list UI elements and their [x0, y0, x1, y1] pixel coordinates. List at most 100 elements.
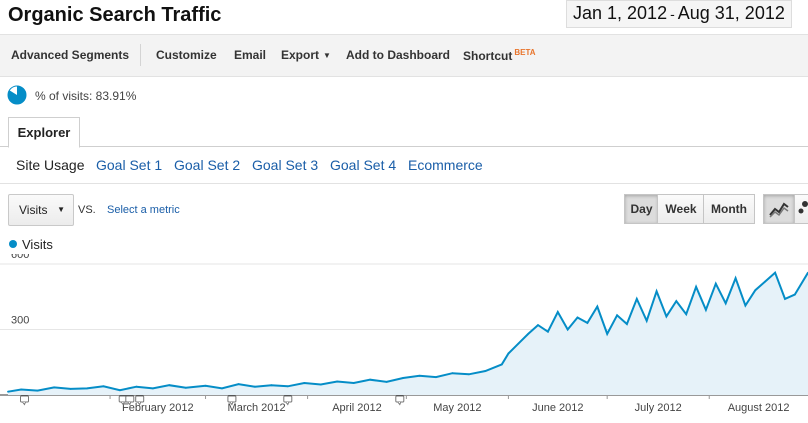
data-point[interactable] — [86, 387, 88, 390]
data-point[interactable] — [168, 384, 171, 387]
data-point[interactable] — [685, 313, 688, 316]
data-point[interactable] — [69, 388, 72, 390]
data-point[interactable] — [20, 388, 23, 391]
data-point[interactable] — [102, 385, 105, 388]
data-point[interactable] — [319, 383, 322, 386]
data-point[interactable] — [774, 271, 776, 274]
data-point[interactable] — [754, 289, 757, 292]
visits-chart: 300 600 February 2012 March 2012 April 2012… — [0, 249, 808, 423]
annotation-icon[interactable] — [20, 395, 29, 406]
data-point[interactable] — [626, 323, 628, 325]
data-point[interactable] — [793, 293, 796, 296]
customize-button[interactable]: Customize — [156, 48, 217, 62]
shortcut-button[interactable]: Shortcut BETA — [463, 48, 536, 63]
annotation-icon[interactable] — [118, 395, 128, 406]
data-point[interactable] — [695, 286, 697, 288]
metric-dropdown-label: Visits — [19, 203, 48, 217]
subnav-goal-set-4[interactable]: Goal Set 4 — [330, 157, 397, 173]
data-point[interactable] — [484, 370, 487, 372]
select-metric-link[interactable]: Select a metric — [107, 204, 180, 216]
data-point[interactable] — [764, 280, 767, 283]
chevron-down-icon: ▼ — [323, 51, 331, 60]
data-point[interactable] — [547, 330, 549, 333]
x-tick-label: February 2012 — [122, 402, 194, 414]
data-point[interactable] — [500, 363, 503, 366]
email-button[interactable]: Email — [234, 48, 267, 62]
annotation-icon[interactable] — [395, 395, 405, 406]
page-title: Organic Search Traffic — [8, 4, 222, 26]
data-point[interactable] — [418, 374, 421, 377]
data-point[interactable] — [576, 316, 579, 319]
metric-dropdown[interactable]: Visits ▼ — [8, 194, 74, 226]
data-point[interactable] — [352, 382, 355, 384]
data-point[interactable] — [369, 378, 371, 381]
data-point[interactable] — [204, 384, 207, 387]
data-point[interactable] — [402, 377, 404, 379]
subnav-goal-set-2[interactable]: Goal Set 2 — [174, 157, 241, 173]
data-point[interactable] — [784, 298, 786, 300]
data-point[interactable] — [237, 383, 240, 385]
day-button[interactable]: Day — [624, 194, 659, 224]
subnav-site-usage[interactable]: Site Usage — [16, 157, 85, 173]
data-point[interactable] — [184, 386, 187, 389]
week-button[interactable]: Week — [657, 194, 705, 224]
data-point[interactable] — [635, 298, 638, 300]
data-point[interactable] — [714, 282, 717, 285]
shortcut-label: Shortcut — [463, 49, 513, 63]
annotation-icon[interactable] — [227, 395, 237, 406]
data-point[interactable] — [724, 302, 727, 305]
data-point[interactable] — [734, 277, 737, 280]
data-point[interactable] — [537, 324, 539, 326]
data-point[interactable] — [435, 376, 437, 378]
data-point[interactable] — [53, 386, 55, 389]
data-point[interactable] — [566, 328, 569, 331]
data-point[interactable] — [152, 387, 154, 390]
data-point[interactable] — [254, 385, 256, 388]
tab-explorer[interactable]: Explorer — [8, 117, 80, 148]
subnav-ecommerce[interactable]: Ecommerce — [408, 157, 483, 173]
data-point[interactable] — [586, 322, 589, 324]
data-point[interactable] — [645, 319, 648, 322]
data-point[interactable] — [616, 314, 618, 317]
data-point[interactable] — [675, 300, 678, 302]
x-tick-label: March 2012 — [228, 402, 286, 414]
data-point[interactable] — [655, 290, 658, 293]
data-point[interactable] — [705, 308, 707, 311]
subnav-goal-set-1[interactable]: Goal Set 1 — [96, 157, 163, 173]
data-point[interactable] — [303, 382, 306, 384]
data-point[interactable] — [270, 384, 273, 387]
data-point[interactable] — [556, 311, 559, 313]
data-point[interactable] — [507, 352, 510, 355]
data-point[interactable] — [135, 385, 138, 388]
data-point[interactable] — [336, 380, 339, 383]
data-point[interactable] — [451, 372, 454, 375]
data-point[interactable] — [119, 389, 121, 392]
annotation-icon[interactable] — [283, 395, 293, 406]
y-tick-label: 300 — [11, 315, 29, 327]
motion-chart-button[interactable] — [794, 194, 808, 224]
scatter-chart-icon — [798, 201, 808, 214]
data-point[interactable] — [7, 390, 9, 393]
advanced-segments-button[interactable]: Advanced Segments — [11, 48, 130, 62]
annotation-icon[interactable] — [135, 395, 145, 406]
data-point[interactable] — [385, 381, 388, 383]
series-line — [7, 270, 808, 393]
data-point[interactable] — [286, 385, 289, 388]
data-point[interactable] — [606, 333, 609, 335]
data-point[interactable] — [221, 387, 223, 390]
data-point[interactable] — [665, 315, 668, 318]
data-point[interactable] — [36, 389, 39, 392]
legend-marker — [9, 240, 17, 248]
month-button[interactable]: Month — [703, 194, 755, 224]
export-button[interactable]: Export ▼ — [281, 48, 331, 62]
subnav-goal-set-3[interactable]: Goal Set 3 — [252, 157, 319, 173]
add-to-dashboard-button[interactable]: Add to Dashboard — [346, 48, 450, 62]
annotation-icon[interactable] — [125, 395, 135, 406]
data-point[interactable] — [468, 373, 470, 376]
date-range-picker[interactable]: Jan 1, 2012- Aug 31, 2012 — [566, 0, 792, 28]
data-point[interactable] — [517, 342, 520, 345]
data-point[interactable] — [527, 333, 530, 335]
data-point[interactable] — [744, 304, 747, 307]
data-point[interactable] — [596, 305, 599, 308]
line-chart-button[interactable] — [763, 194, 795, 224]
